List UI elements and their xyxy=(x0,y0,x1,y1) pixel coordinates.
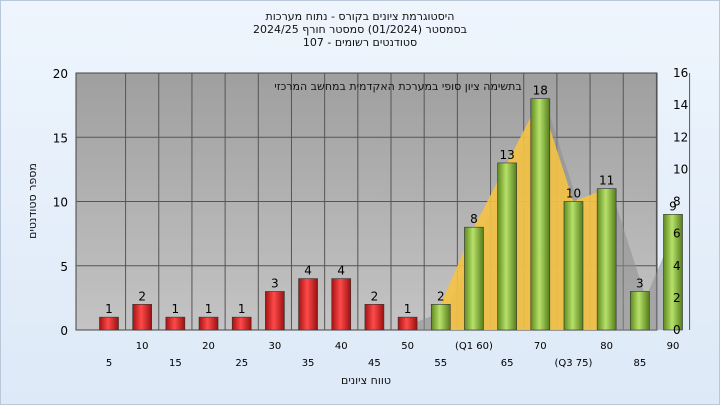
y2-tick-label: 12 xyxy=(673,130,688,144)
histogram-bar xyxy=(630,291,650,331)
histogram-bar xyxy=(198,316,219,331)
x-tick-label: 55 xyxy=(434,358,447,369)
x-tick-label: 5 xyxy=(106,358,112,369)
y2-tick-label: 10 xyxy=(673,162,688,176)
bar-value-label: 1 xyxy=(404,302,412,316)
x-tick-label: 70 xyxy=(534,341,547,352)
histogram-bar xyxy=(397,316,418,331)
x-tick-label: 90 xyxy=(667,341,680,352)
y2-tick-label: 16 xyxy=(673,66,688,80)
bar-value-label: 2 xyxy=(371,289,379,303)
histogram-bar xyxy=(265,291,285,331)
histogram-bar xyxy=(298,278,318,331)
x-tick-label: 65 xyxy=(501,358,514,369)
histogram-bar xyxy=(231,316,252,331)
bar-value-label: 10 xyxy=(566,187,581,201)
x-tick-label: 30 xyxy=(269,341,282,352)
bar-value-label: 4 xyxy=(304,264,312,278)
histogram-bar xyxy=(165,316,186,331)
histogram-bar xyxy=(563,201,584,331)
bar-value-label: 8 xyxy=(470,212,478,226)
x-tick-label: 50 xyxy=(401,341,414,352)
bar-value-label: 1 xyxy=(172,302,180,316)
histogram-bar xyxy=(364,303,385,331)
x-tick-label: 40 xyxy=(335,341,348,352)
x-tick-label: 80 xyxy=(600,341,613,352)
histogram-bar xyxy=(663,214,683,331)
y2-tick-label: 8 xyxy=(673,195,681,209)
chart-subtitle: בתשימה ציון סופי במערכת האקדמית במחשב המ… xyxy=(274,80,522,93)
bar-value-label: 1 xyxy=(105,302,113,316)
x-tick-label: 35 xyxy=(302,358,315,369)
x-tick-label: 10 xyxy=(136,341,149,352)
y-tick-label: 10 xyxy=(53,196,68,210)
bar-value-label: 2 xyxy=(437,289,445,303)
y2-tick-label: 6 xyxy=(673,227,681,241)
bar-value-label: 9 xyxy=(669,199,677,213)
x-tick-label: 20 xyxy=(202,341,215,352)
x-tick-label: 85 xyxy=(633,358,646,369)
chart-title-line-3: 107 - סטודנטים רשומים xyxy=(302,36,418,49)
y2-tick-label: 14 xyxy=(673,98,688,112)
histogram-bar xyxy=(596,188,617,331)
x-tick-label: (Q1 60) xyxy=(455,341,493,352)
bar-value-label: 1 xyxy=(205,302,213,316)
chart-title-line-2: בסמסטר (01/2024) סמסטר חורף 2024/25 xyxy=(253,23,467,36)
x-tick-label: (Q3 75) xyxy=(554,358,592,369)
x-tick-label: 45 xyxy=(368,358,381,369)
bar-value-label: 4 xyxy=(337,264,345,278)
histogram-bar xyxy=(464,226,484,331)
y2-tick-label: 4 xyxy=(673,259,681,273)
histogram-bar xyxy=(99,316,119,331)
histogram-bar xyxy=(530,98,551,331)
histogram-bar xyxy=(497,162,517,331)
x-axis-label: טווח ציונים xyxy=(341,374,391,387)
bar-value-label: 18 xyxy=(533,84,548,98)
x-tick-label: 25 xyxy=(235,358,248,369)
x-tick-label: 15 xyxy=(169,358,182,369)
histogram-bar xyxy=(132,303,152,331)
y2-tick-label: 0 xyxy=(673,323,681,337)
bar-value-label: 2 xyxy=(138,289,146,303)
y-axis-label: מספר סטודנטים xyxy=(26,163,39,239)
histogram-bar xyxy=(430,303,451,331)
y-tick-label: 15 xyxy=(53,131,68,145)
bar-value-label: 3 xyxy=(636,276,644,290)
y-tick-label: 20 xyxy=(53,67,68,81)
bar-value-label: 3 xyxy=(271,276,279,290)
y-tick-label: 0 xyxy=(60,324,68,338)
bar-value-label: 11 xyxy=(599,174,614,188)
histogram-bar xyxy=(331,278,352,331)
y-tick-label: 5 xyxy=(60,260,68,274)
y2-tick-label: 2 xyxy=(673,291,681,305)
chart-title-line-1: היסטוגרמת ציונים בקורס - נתוח מערכות xyxy=(265,10,455,23)
bar-value-label: 1 xyxy=(238,302,246,316)
bar-value-label: 13 xyxy=(499,148,514,162)
